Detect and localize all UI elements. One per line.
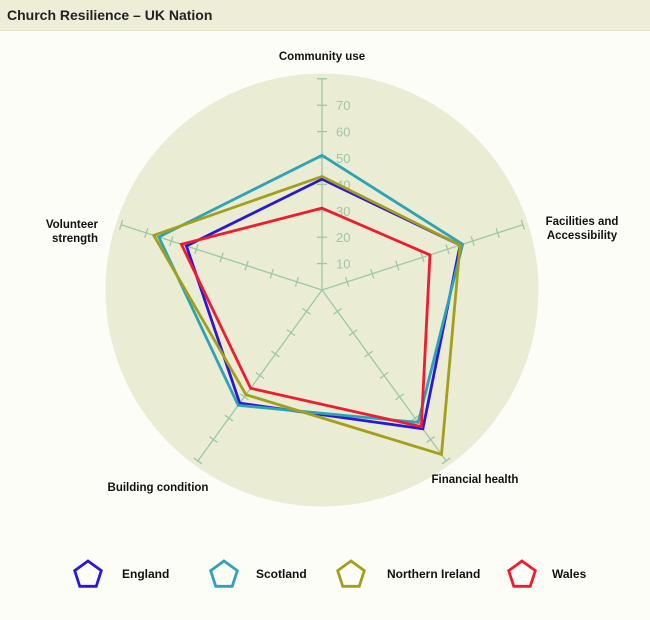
axis-tick	[286, 329, 296, 337]
axis-tick	[302, 307, 311, 315]
title-bar: Church Resilience – UK Nation	[0, 0, 650, 31]
axis-tick	[294, 276, 300, 287]
radial-tick-label: 70	[336, 98, 350, 113]
axis-tick	[470, 236, 475, 247]
axis-tick	[194, 244, 199, 255]
axis-tick	[410, 414, 420, 422]
axis-tick	[239, 393, 249, 401]
axis-tick	[271, 350, 280, 358]
axis-tick	[208, 436, 218, 443]
axis-tick	[370, 268, 375, 279]
axis-tick	[244, 260, 249, 271]
legend-item: Northern Ireland	[336, 559, 480, 588]
axis-tick	[395, 260, 400, 271]
axis-label-line: Volunteer	[46, 219, 99, 231]
axis-tick	[445, 244, 450, 255]
legend-label: Wales	[552, 567, 587, 581]
axis-tick	[441, 457, 451, 465]
axis-tick	[344, 276, 350, 287]
axis-tick	[395, 393, 405, 401]
series-wales	[179, 206, 432, 429]
axis-label: Facilities and Accessibility	[546, 216, 619, 242]
legend-item: Scotland	[209, 559, 307, 588]
axis-tick	[255, 371, 265, 379]
axis-tick	[495, 227, 500, 238]
axis-tick	[193, 457, 203, 465]
axis-label: Building condition	[108, 482, 209, 494]
series-northern-ireland	[151, 174, 462, 457]
axis-label-line: Facilities and	[546, 216, 619, 228]
axis-label: Community use	[279, 51, 365, 63]
axis-tick	[219, 252, 224, 263]
legend-pentagon-icon	[507, 559, 537, 588]
axis-label-line: strength	[52, 233, 98, 245]
axis-tick	[348, 329, 358, 337]
axis-label: Volunteer strength	[46, 219, 99, 245]
axis-tick	[269, 268, 274, 279]
legend-pentagon-icon	[336, 559, 366, 588]
axis-tick	[144, 227, 149, 238]
chart-title: Church Resilience – UK Nation	[7, 7, 213, 23]
axis-tick	[169, 236, 174, 247]
axis-tick	[420, 252, 425, 263]
legend-pentagon-icon	[209, 559, 239, 588]
axis-tick	[224, 414, 234, 422]
legend-pentagon-icon	[73, 559, 103, 588]
legend-label: England	[122, 567, 169, 581]
axis-label-line: Accessibility	[547, 230, 618, 242]
radial-tick-label: 10	[336, 257, 350, 272]
legend-label: Scotland	[256, 567, 307, 581]
axis-label: Financial health	[432, 474, 519, 486]
axis-tick	[520, 219, 526, 230]
axis-tick	[379, 371, 389, 379]
legend-item: Wales	[507, 559, 587, 588]
legend-label: Northern Ireland	[387, 567, 480, 581]
axis-tick	[333, 307, 342, 315]
radial-tick-label: 20	[336, 230, 350, 245]
radial-tick-label: 60	[336, 125, 350, 140]
axis-tick	[118, 219, 124, 230]
axis-tick	[364, 350, 373, 358]
radial-tick-label: 50	[336, 151, 350, 166]
axis-tick	[426, 436, 436, 443]
legend-item: England	[73, 559, 169, 588]
